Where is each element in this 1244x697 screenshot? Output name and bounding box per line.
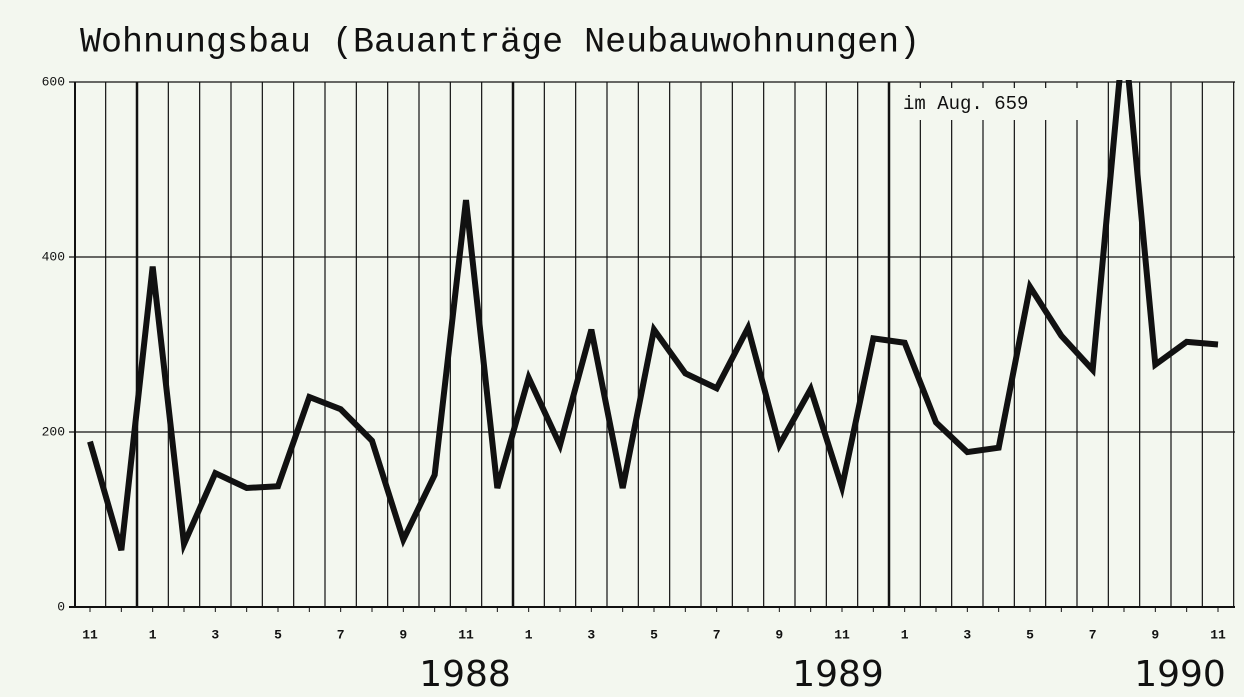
x-tick-label: 11: [458, 627, 474, 642]
x-tick-label: 3: [963, 627, 971, 642]
x-tick-label: 11: [1210, 627, 1226, 642]
x-tick-label: 9: [1151, 627, 1159, 642]
x-tick-label: 7: [713, 627, 721, 642]
x-tick-label: 1: [901, 627, 909, 642]
grid: [69, 81, 1235, 612]
x-tick-label: 3: [211, 627, 219, 642]
x-tick-label: 5: [274, 627, 282, 642]
x-tick-label: 5: [1026, 627, 1034, 642]
y-tick-label: 600: [42, 74, 65, 89]
chart-title: Wohnungsbau (Bauanträge Neubauwohnungen): [80, 22, 920, 62]
x-tick-label: 7: [1089, 627, 1097, 642]
x-tick-label: 11: [834, 627, 850, 642]
plot: [87, 80, 1219, 556]
x-tick-label: 9: [775, 627, 783, 642]
y-tick-label: 200: [42, 424, 65, 439]
x-tick-label: 1: [525, 627, 533, 642]
annotation: im Aug. 659: [903, 93, 1028, 115]
x-tick-label: 1: [149, 627, 157, 642]
x-tick-label: 11: [82, 627, 98, 642]
x-tick-label: 5: [650, 627, 658, 642]
y-tick-label: 400: [42, 249, 65, 264]
x-tick-label: 3: [587, 627, 595, 642]
x-tick-label: 7: [337, 627, 345, 642]
data-line: [87, 80, 1219, 556]
year-label: 1990: [1134, 654, 1226, 695]
x-tick-label: 9: [399, 627, 407, 642]
year-label: 1988: [419, 654, 511, 695]
annotation-box: [897, 88, 1107, 120]
year-label: 1989: [792, 654, 884, 695]
y-tick-label: 0: [57, 599, 65, 614]
